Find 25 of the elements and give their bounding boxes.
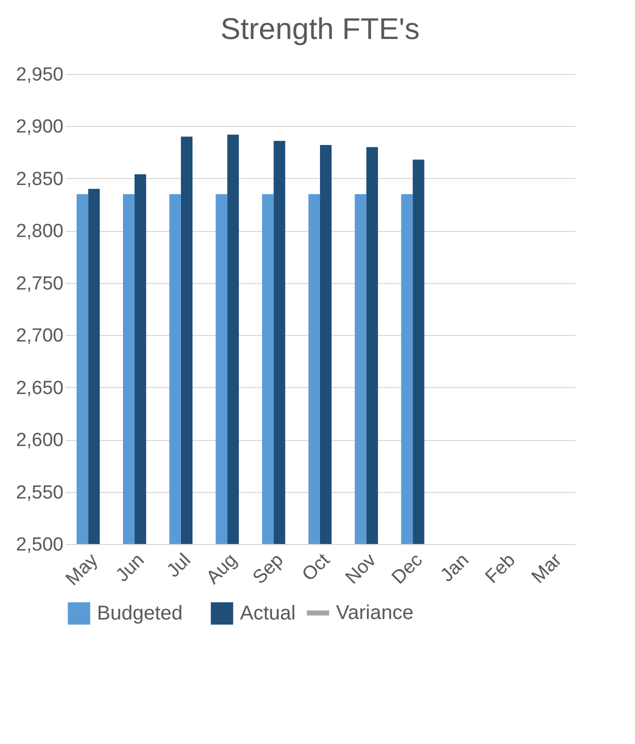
x-tick-label: Dec: [388, 550, 427, 589]
legend-label: Budgeted: [97, 602, 183, 624]
legend-label: Variance: [336, 602, 414, 624]
y-tick-label: 2,850: [16, 168, 64, 190]
y-tick-label: 2,800: [16, 221, 64, 242]
x-tick-label: Feb: [482, 550, 520, 588]
y-tick-label: 2,750: [16, 273, 64, 294]
x-tick-label: Mar: [528, 549, 566, 588]
y-tick-label: 2,900: [16, 116, 64, 138]
legend-label: Actual: [240, 602, 296, 624]
x-tick-label: Nov: [342, 549, 381, 589]
x-tick-label: Jul: [163, 550, 196, 582]
x-tick-label: Jun: [112, 550, 149, 586]
x-tick-label: Sep: [249, 550, 288, 589]
x-tick-label: Aug: [202, 550, 242, 589]
y-tick-label: 2,700: [16, 326, 64, 347]
y-tick-label: 2,550: [16, 482, 64, 504]
x-tick-label: May: [62, 549, 103, 590]
x-tick-label: Oct: [298, 549, 335, 586]
y-tick-label: 2,500: [16, 534, 64, 556]
x-tick-label: Jan: [436, 550, 474, 586]
chart-title: Strength FTE's: [220, 13, 420, 46]
y-tick-label: 2,650: [16, 378, 64, 399]
y-tick-label: 2,600: [16, 430, 64, 452]
y-tick-label: 2,950: [16, 64, 64, 86]
